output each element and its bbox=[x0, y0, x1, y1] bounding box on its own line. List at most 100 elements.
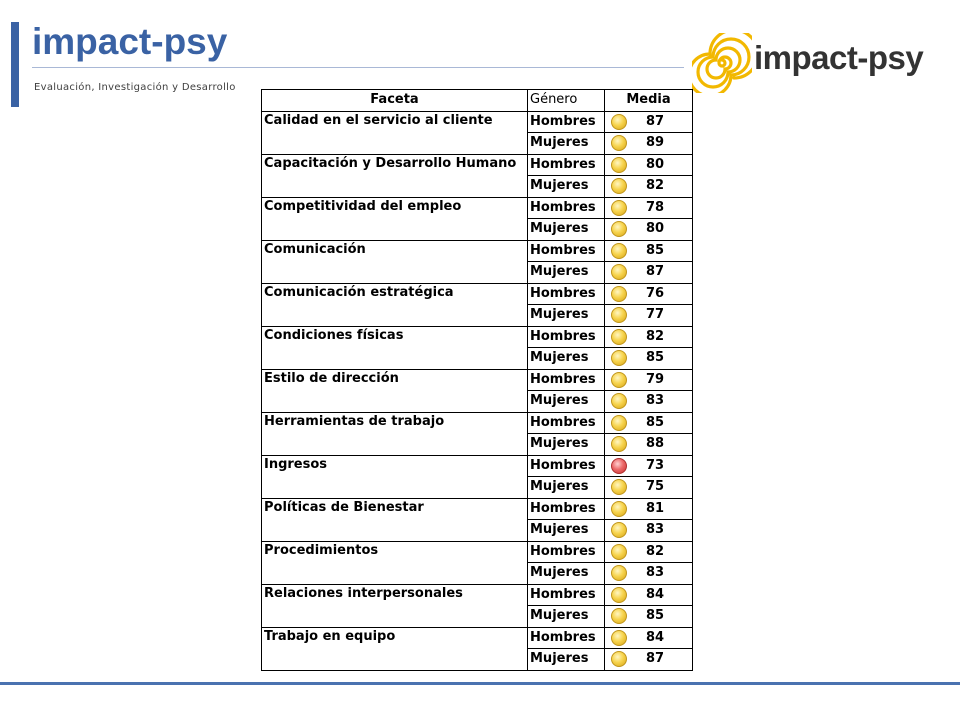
faceta-cell: Capacitación y Desarrollo Humano bbox=[261, 153, 528, 198]
genero-cell: Hombres bbox=[527, 368, 605, 391]
media-value: 89 bbox=[645, 135, 665, 150]
genero-cell: Mujeres bbox=[527, 390, 605, 413]
media-value: 87 bbox=[645, 264, 665, 279]
faceta-cell: Competitividad del empleo bbox=[261, 196, 528, 241]
table-row: Condiciones físicas Hombres 82 bbox=[261, 325, 693, 370]
table-row: Mujeres 77 bbox=[262, 304, 693, 327]
table-row: Relaciones interpersonales Hombres 84 bbox=[261, 583, 693, 628]
brand-logo: impact-psy bbox=[690, 28, 940, 98]
genero-cell: Mujeres bbox=[527, 562, 605, 585]
media-value: 87 bbox=[645, 113, 665, 129]
yellow-status-icon bbox=[611, 436, 627, 452]
media-value: 81 bbox=[645, 500, 665, 516]
table-row: Mujeres 83 bbox=[262, 390, 693, 413]
page-subtitle: Evaluación, Investigación y Desarrollo bbox=[34, 82, 236, 93]
media-value: 85 bbox=[645, 608, 665, 623]
yellow-status-icon bbox=[611, 328, 627, 345]
table-row: Comunicación Hombres 85 bbox=[261, 239, 693, 284]
media-cell: 76 bbox=[604, 282, 693, 305]
genero-cell: Hombres bbox=[527, 282, 605, 305]
header-media: Media bbox=[604, 89, 693, 112]
media-cell: 87 bbox=[604, 110, 693, 133]
media-value: 83 bbox=[645, 522, 665, 537]
faceta-cell: Políticas de Bienestar bbox=[261, 497, 528, 542]
yellow-status-icon bbox=[611, 178, 627, 194]
table-row: Calidad en el servicio al cliente Hombres… bbox=[261, 110, 693, 155]
table-row: Capacitación y Desarrollo Humano Hombres 8… bbox=[261, 153, 693, 198]
media-cell: 85 bbox=[604, 347, 693, 370]
table-row: Políticas de Bienestar Hombres 81 bbox=[261, 497, 693, 542]
table-row: Mujeres 85 bbox=[262, 605, 693, 628]
yellow-status-icon bbox=[611, 135, 627, 151]
yellow-status-icon bbox=[611, 393, 627, 409]
yellow-status-icon bbox=[611, 156, 627, 173]
yellow-status-icon bbox=[611, 629, 627, 646]
table-row: Trabajo en equipo Hombres 84 bbox=[261, 626, 693, 671]
table-row: Ingresos Hombres 73 bbox=[261, 454, 693, 499]
genero-cell: Mujeres bbox=[527, 605, 605, 628]
yellow-status-icon bbox=[611, 586, 627, 603]
media-value: 78 bbox=[645, 199, 665, 215]
yellow-status-icon bbox=[611, 651, 627, 667]
accent-bar bbox=[11, 22, 19, 107]
yellow-status-icon bbox=[611, 221, 627, 237]
media-value: 85 bbox=[645, 350, 665, 365]
yellow-status-icon bbox=[611, 113, 627, 130]
genero-cell: Mujeres bbox=[527, 433, 605, 456]
media-value: 80 bbox=[645, 221, 665, 236]
media-value: 84 bbox=[645, 586, 665, 602]
media-value: 85 bbox=[645, 414, 665, 430]
media-value: 87 bbox=[645, 651, 665, 666]
media-cell: 73 bbox=[604, 454, 693, 477]
yellow-status-icon bbox=[611, 285, 627, 302]
logo-text: impact-psy bbox=[754, 39, 924, 76]
media-cell: 83 bbox=[604, 562, 693, 585]
facets-table: Faceta Género Media Calidad en el servic… bbox=[261, 89, 693, 671]
genero-cell: Hombres bbox=[527, 196, 605, 219]
media-cell: 83 bbox=[604, 519, 693, 542]
faceta-cell: Ingresos bbox=[261, 454, 528, 499]
footer-divider bbox=[0, 682, 960, 685]
media-cell: 87 bbox=[604, 648, 693, 671]
faceta-cell: Comunicación estratégica bbox=[261, 282, 528, 327]
spiral-logo-icon bbox=[692, 33, 752, 93]
table-header-row: Faceta Género Media bbox=[261, 89, 693, 112]
media-cell: 80 bbox=[604, 153, 693, 176]
table-row: Mujeres 83 bbox=[262, 519, 693, 542]
faceta-cell: Calidad en el servicio al cliente bbox=[261, 110, 528, 155]
media-cell: 89 bbox=[604, 132, 693, 155]
yellow-status-icon bbox=[611, 522, 627, 538]
media-value: 82 bbox=[645, 328, 665, 344]
yellow-status-icon bbox=[611, 371, 627, 388]
genero-cell: Mujeres bbox=[527, 304, 605, 327]
media-value: 80 bbox=[645, 156, 665, 172]
yellow-status-icon bbox=[611, 264, 627, 280]
table-row: Comunicación estratégica Hombres 76 bbox=[261, 282, 693, 327]
media-cell: 82 bbox=[604, 175, 693, 198]
yellow-status-icon bbox=[611, 543, 627, 560]
media-cell: 78 bbox=[604, 196, 693, 219]
genero-cell: Hombres bbox=[527, 325, 605, 348]
yellow-status-icon bbox=[611, 565, 627, 581]
genero-cell: Hombres bbox=[527, 626, 605, 649]
table-row: Mujeres 87 bbox=[262, 648, 693, 671]
yellow-status-icon bbox=[611, 242, 627, 259]
media-value: 83 bbox=[645, 565, 665, 580]
yellow-status-icon bbox=[611, 500, 627, 517]
media-value: 84 bbox=[645, 629, 665, 645]
yellow-status-icon bbox=[611, 350, 627, 366]
genero-cell: Mujeres bbox=[527, 132, 605, 155]
yellow-status-icon bbox=[611, 414, 627, 431]
media-cell: 80 bbox=[604, 218, 693, 241]
genero-cell: Hombres bbox=[527, 411, 605, 434]
media-cell: 81 bbox=[604, 497, 693, 520]
title-divider bbox=[32, 67, 684, 68]
yellow-status-icon bbox=[611, 608, 627, 624]
genero-cell: Hombres bbox=[527, 110, 605, 133]
media-value: 76 bbox=[645, 285, 665, 301]
media-value: 85 bbox=[645, 242, 665, 258]
table-row: Estilo de dirección Hombres 79 bbox=[261, 368, 693, 413]
genero-cell: Hombres bbox=[527, 239, 605, 262]
media-value: 82 bbox=[645, 178, 665, 193]
media-value: 77 bbox=[645, 307, 665, 322]
